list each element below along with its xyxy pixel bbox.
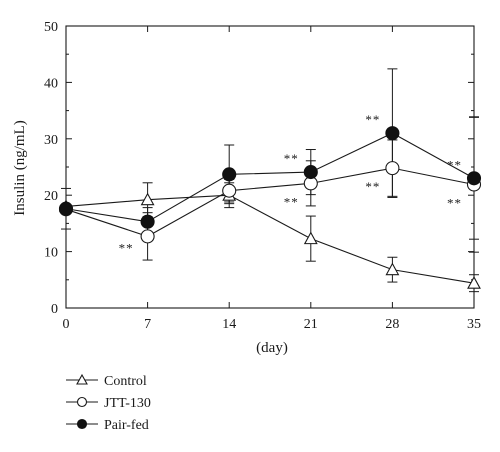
open-circle-data-point (222, 183, 237, 198)
open-circle-data-point (140, 229, 155, 244)
y-tick-label: 10 (44, 246, 58, 261)
x-tick-label: 28 (385, 317, 399, 332)
legend: Control JTT-130 Pair-fed (66, 373, 151, 433)
triangle-data-point (140, 192, 155, 206)
filled-circle-data-point (385, 126, 400, 141)
x-axis-label: (day) (256, 340, 288, 356)
x-tick-label: 21 (304, 317, 318, 332)
legend-label-pairfed: Pair-fed (104, 418, 149, 433)
series-markers (58, 126, 482, 289)
triangle-data-point (385, 262, 400, 276)
filled-circle-data-point (58, 201, 74, 216)
filled-circle-data-point (222, 167, 237, 182)
y-axis-label: Insulin (ng/mL) (12, 120, 28, 215)
significance-mark: ** (365, 179, 380, 194)
filled-circle-marker-icon (76, 418, 88, 430)
significance-mark: ** (365, 112, 380, 127)
filled-circle-data-point (140, 214, 155, 229)
legend-item-jtt130: JTT-130 (66, 396, 151, 411)
legend-item-pairfed: Pair-fed (66, 418, 149, 433)
triangle-marker-icon (76, 373, 88, 385)
legend-label-control: Control (104, 374, 147, 389)
open-circle-data-point (385, 161, 400, 176)
y-tick-label: 0 (51, 302, 58, 317)
filled-circle-data-point (303, 165, 318, 180)
significance-mark: ** (119, 240, 134, 255)
series-line-0 (65, 194, 475, 284)
y-tick-label: 50 (44, 20, 58, 35)
error-bars (61, 68, 479, 293)
triangle-data-point (303, 231, 318, 245)
triangle-data-point (467, 276, 481, 289)
plot-frame (65, 25, 475, 309)
filled-circle-data-point (466, 171, 482, 186)
y-tick-label: 30 (44, 133, 58, 148)
significance-annotations: ** ** ** ** ** ** ** (119, 112, 462, 255)
x-tick-label: 35 (467, 317, 481, 332)
legend-label-jtt130: JTT-130 (104, 396, 151, 411)
x-tick-label: 14 (222, 317, 236, 332)
y-tick-label: 20 (44, 189, 58, 204)
axes: 0 10 20 30 40 50 0 7 14 21 28 35 (44, 20, 481, 332)
open-circle-marker-icon (76, 396, 88, 408)
x-tick-label: 0 (63, 317, 70, 332)
x-tick-label: 7 (144, 317, 151, 332)
significance-mark: ** (447, 157, 462, 172)
significance-mark: ** (447, 195, 462, 210)
y-tick-label: 40 (44, 76, 58, 91)
significance-mark: ** (284, 151, 299, 166)
significance-mark: ** (284, 194, 299, 209)
series-lines (65, 132, 475, 284)
series-line-1 (65, 167, 475, 237)
legend-item-control: Control (66, 373, 147, 389)
series-line-2 (65, 132, 475, 223)
